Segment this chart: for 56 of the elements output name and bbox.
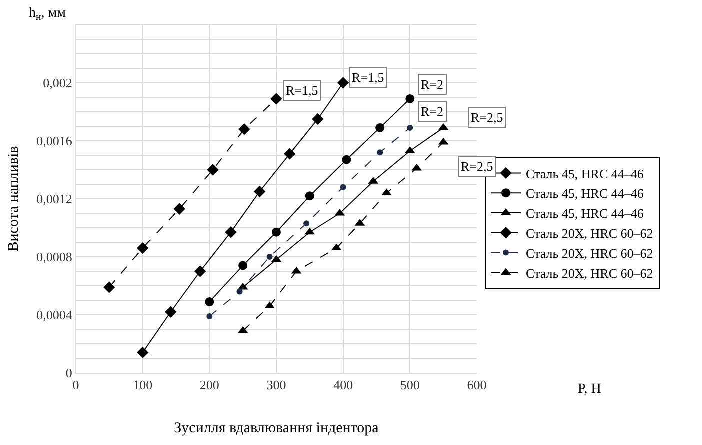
y-tick-label: 0,0012 bbox=[36, 192, 72, 207]
y-tick-label: 0,002 bbox=[43, 76, 72, 91]
point bbox=[165, 306, 177, 318]
annotation: R=1,5 bbox=[352, 70, 384, 85]
point bbox=[406, 94, 415, 104]
annotation: R=2,5 bbox=[471, 110, 504, 125]
text: P, H bbox=[578, 382, 602, 397]
point bbox=[136, 346, 149, 359]
point bbox=[136, 242, 149, 254]
point bbox=[205, 297, 214, 306]
y-tick-label: 0,0016 bbox=[36, 134, 73, 149]
legend-label: Сталь 45, HRC 44–46 bbox=[526, 206, 644, 222]
point bbox=[340, 184, 346, 190]
point bbox=[407, 124, 414, 131]
x-axis-title: Зусилля вдавлювання індентора bbox=[174, 420, 380, 437]
legend-label: Сталь 45, HRC 44–46 bbox=[526, 166, 644, 182]
point bbox=[236, 288, 243, 295]
y-tick-label: 0,0008 bbox=[36, 250, 72, 265]
annotation: R=2 bbox=[421, 77, 444, 92]
legend-label: Сталь 20Х, HRC 60–62 bbox=[526, 266, 654, 281]
point bbox=[194, 266, 206, 278]
annotation: R=1,5 bbox=[286, 83, 318, 98]
y-tick-label: 0 bbox=[66, 366, 72, 381]
x-tick-label: 100 bbox=[133, 378, 153, 393]
y-axis-title: Висота напливів bbox=[6, 146, 22, 252]
annotation: R=2,5 bbox=[461, 159, 494, 174]
legend-label: Сталь 20Х, HRC 60–62 bbox=[526, 226, 654, 241]
point bbox=[304, 220, 310, 227]
legend-label: Сталь 45, HRC 44–46 bbox=[526, 186, 644, 202]
x-tick-label: 500 bbox=[400, 378, 420, 393]
annotation: R=2 bbox=[421, 104, 444, 119]
text: h$_{н}$, мм bbox=[29, 6, 66, 23]
point bbox=[337, 77, 350, 89]
point bbox=[270, 93, 282, 105]
x-tick-label: 400 bbox=[334, 378, 354, 393]
point bbox=[207, 164, 219, 176]
point bbox=[376, 123, 385, 132]
x-tick-label: 600 bbox=[467, 378, 487, 393]
point bbox=[312, 113, 324, 126]
x-tick-label: 300 bbox=[266, 378, 286, 393]
point bbox=[342, 155, 352, 164]
point bbox=[254, 186, 266, 198]
x-tick-label: 200 bbox=[200, 378, 220, 393]
point bbox=[272, 228, 281, 237]
point bbox=[104, 282, 116, 294]
point bbox=[284, 148, 296, 160]
point bbox=[225, 226, 237, 238]
point bbox=[174, 203, 186, 215]
point bbox=[238, 261, 248, 270]
y-tick-label: 0,0004 bbox=[36, 308, 73, 323]
point bbox=[266, 254, 273, 260]
point bbox=[206, 313, 213, 320]
point bbox=[238, 124, 250, 136]
point bbox=[305, 192, 314, 201]
point bbox=[377, 150, 384, 156]
legend-label: Сталь 20Х, HRC 60–62 bbox=[526, 246, 654, 261]
